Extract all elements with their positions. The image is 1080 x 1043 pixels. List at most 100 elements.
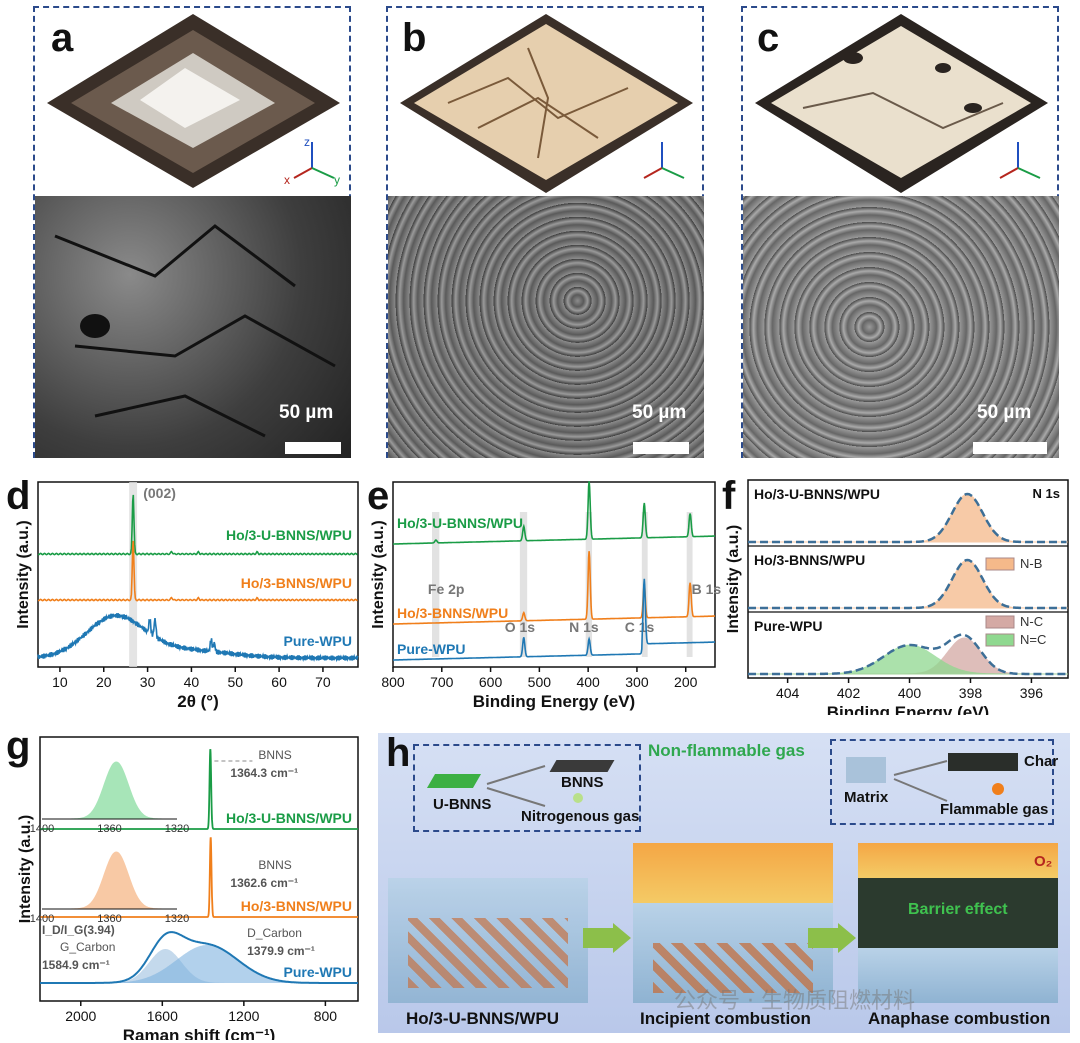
matrix-block-icon — [846, 757, 886, 783]
u-bnns-sheet-icon — [426, 774, 482, 788]
series-line — [393, 481, 715, 545]
axis-y: y — [334, 173, 340, 187]
x-tick-label: 398 — [959, 685, 983, 701]
series-label: Pure-WPU — [397, 641, 465, 657]
g-carbon-label: G_Carbon — [60, 940, 115, 954]
plot-frame — [39, 736, 359, 1002]
scale-bar-a — [285, 442, 341, 454]
element-band — [519, 512, 528, 657]
series-line — [37, 494, 358, 556]
u-bnns-label: U-BNNS — [433, 796, 492, 813]
x-tick-label: 70 — [315, 674, 331, 690]
axis-z: z — [304, 135, 310, 149]
axes-glyph-c — [999, 142, 1041, 179]
series-label: Pure-WPU — [284, 633, 352, 649]
xps-n1s-chart: 404 402 400 398 396 Binding Energy (eV) Intens… — [725, 479, 1069, 715]
x-axis-label: Raman shift (cm⁻¹) — [123, 1026, 276, 1040]
char-label: Char — [1024, 753, 1059, 770]
plot-frame — [392, 481, 716, 668]
panel-label-a: a — [51, 16, 74, 60]
char-block-icon — [948, 753, 1018, 771]
x-tick-label: 10 — [52, 674, 68, 690]
series-line — [393, 578, 715, 661]
raman-chart: 2000 1600 1200 800 Raman shift (cm⁻¹) Intensi… — [17, 736, 359, 1040]
x-tick-label: 1600 — [147, 1008, 178, 1024]
series-label: Ho/3-BNNS/WPU — [397, 605, 508, 621]
x-tick-label: 40 — [184, 674, 200, 690]
annotation-value: 1364.3 cm⁻¹ — [230, 766, 298, 780]
matrix-block-initial — [388, 878, 588, 1003]
inset-tick-label: 1400 — [30, 913, 54, 925]
watermark-text: 公众号 · 生物质阻燃材料 — [674, 989, 915, 1014]
flammable-gas-label: Flammable gas — [940, 801, 1049, 818]
series-label: Ho/3-U-BNNS/WPU — [397, 515, 523, 531]
x-tick-label: 400 — [576, 674, 600, 690]
ratio-label: I_D/I_G(3.94) — [42, 923, 115, 937]
x-tick-label: 402 — [837, 685, 861, 701]
inset-peak — [42, 761, 177, 820]
stage-label-initial: Ho/3-U-BNNS/WPU — [406, 1009, 559, 1028]
char-photo-c — [755, 14, 1048, 193]
x-tick-label: 800 — [314, 1008, 338, 1024]
band-label: N 1s — [569, 619, 599, 635]
series-label: Ho/3-BNNS/WPU — [241, 575, 352, 591]
x-tick-label: 30 — [140, 674, 156, 690]
flammable-gas-icon — [992, 783, 1004, 795]
x-axis-label: Binding Energy (eV) — [473, 692, 635, 711]
inset-tick-label: 1360 — [97, 823, 121, 835]
xps-survey-chart: 800 700 600 500 400 300 200 Binding Energy (eV)… — [370, 481, 721, 711]
row-label: Ho/3-BNNS/WPU — [754, 552, 865, 568]
branch-arrows-right — [893, 760, 948, 802]
peak-label: (002) — [143, 485, 176, 501]
y-axis-label: Intensity (a.u.) — [15, 520, 32, 628]
non-flammable-gas-label: Non-flammable gas — [648, 741, 805, 760]
inset-tick-label: 1320 — [165, 823, 189, 835]
panel-label-c: c — [757, 16, 780, 60]
scale-label-c: 50 µm — [977, 402, 1032, 423]
series-line — [40, 931, 358, 984]
stage-label-incipient: Incipient combustion — [640, 1009, 811, 1028]
matrix-block-incipient — [633, 843, 833, 1003]
barrier-effect-label: Barrier effect — [908, 901, 1008, 918]
legend-swatch — [985, 557, 1015, 571]
legend-label: N=C — [1020, 632, 1046, 647]
x-tick-label: 20 — [96, 674, 112, 690]
matrix-label: Matrix — [844, 789, 889, 806]
xrd-chart: 10 20 30 40 50 60 70 2θ (°) Intensity (a.u.) (002… — [15, 481, 359, 711]
series-label: Ho/3-U-BNNS/WPU — [226, 527, 352, 543]
process-arrow-2 — [808, 923, 856, 953]
x-tick-label: 700 — [430, 674, 454, 690]
row-label: Pure-WPU — [754, 618, 822, 634]
inset-tick-label: 1400 — [30, 823, 54, 835]
series-line — [40, 749, 358, 830]
panel-a: 50 µm a — [33, 6, 351, 458]
series-label: Ho/3-U-BNNS/WPU — [226, 810, 352, 826]
plot-frame — [747, 479, 1069, 679]
scale-label-b: 50 µm — [632, 402, 687, 423]
x-tick-label: 400 — [898, 685, 922, 701]
x-axis-label: Binding Energy (eV) — [827, 703, 989, 715]
panel-label-g: g — [6, 724, 31, 768]
matrix-legend-box: Matrix Char Flammable gas — [830, 739, 1058, 825]
axes-glyph-a: z x y — [284, 135, 340, 187]
inset-tick-label: 1320 — [165, 913, 189, 925]
char-photo-b — [400, 14, 693, 193]
annotation-value: 1362.6 cm⁻¹ — [230, 876, 298, 890]
panel-label-h: h — [386, 731, 411, 775]
mechanism-schematic: h U-BNNS BNNS Nitrogenous gas Non-flamma… — [378, 731, 1070, 1033]
branch-arrows-left — [486, 765, 546, 807]
o2-label: O₂ — [1034, 853, 1053, 870]
series-label: Ho/3-BNNS/WPU — [241, 898, 352, 914]
matrix-block-anaphase: Barrier effect O₂ — [858, 843, 1058, 1003]
series-line — [37, 613, 359, 663]
annotation-label: BNNS — [258, 748, 291, 762]
panel-label-e: e — [367, 474, 390, 518]
series-line — [393, 551, 715, 625]
panel-label-d: d — [6, 474, 31, 518]
component-peak — [748, 644, 1068, 675]
x-tick-label: 200 — [674, 674, 698, 690]
axes-glyph-b — [643, 142, 685, 179]
inset-tick-label: 1360 — [97, 913, 121, 925]
u-bnns-legend-box: U-BNNS BNNS Nitrogenous gas — [413, 744, 641, 832]
g-carbon-value: 1584.9 cm⁻¹ — [42, 958, 110, 972]
